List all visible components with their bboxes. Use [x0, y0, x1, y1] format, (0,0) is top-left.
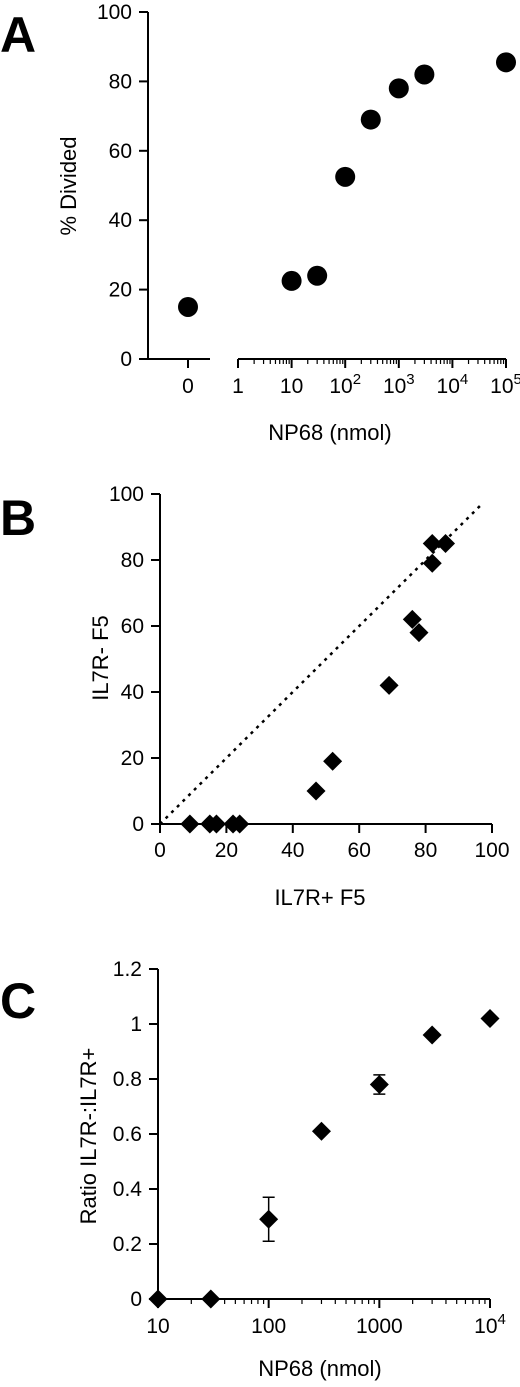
panel-a-xtick-label-2: 102 — [329, 371, 361, 398]
panel-c-xtick-label-3: 104 — [474, 1311, 506, 1338]
panel-c-ytick-label-1: 0.2 — [113, 1233, 142, 1256]
panel-a-xtick-label-4: 104 — [437, 371, 469, 398]
panel-a-ytick-label-3: 60 — [109, 140, 132, 163]
panel-a-point-6 — [414, 64, 435, 85]
panel-a: A % Divided NP68 (nmol) 0 20 40 60 80 100 0 1 10… — [0, 1, 520, 445]
panel-a-xlabel: NP68 (nmol) — [268, 420, 391, 445]
panel-b-ytick-label-3: 60 — [121, 615, 144, 638]
panel-c-point-3 — [311, 1121, 331, 1141]
panel-b-ylabel: IL7R- F5 — [88, 615, 113, 701]
panel-b-point-10 — [422, 553, 442, 573]
panel-a-xtick-label-5: 105 — [490, 371, 520, 398]
panel-c-xlabel: NP68 (nmol) — [258, 1356, 381, 1381]
panel-b-point-11 — [422, 534, 442, 553]
panel-c-point-6 — [480, 1009, 500, 1028]
panel-b-ytick-label-0: 0 — [132, 813, 144, 836]
panel-a-ytick-label-0: 0 — [120, 348, 132, 371]
panel-c-ytick-label-5: 1 — [130, 1013, 142, 1036]
panel-a-ylabel: % Divided — [56, 136, 81, 235]
panel-b-xlabel: IL7R+ F5 — [274, 885, 365, 910]
panel-a-point-4 — [360, 109, 381, 130]
panel-b-xtick-label-1: 20 — [215, 839, 238, 862]
panel-a-point-3 — [335, 166, 356, 187]
panel-b-ytick-label-5: 100 — [109, 483, 144, 506]
panel-c-ytick-label-3: 0.6 — [113, 1123, 142, 1146]
panel-a-ytick-label-1: 20 — [109, 279, 132, 302]
panel-a-ytick-label-4: 80 — [109, 70, 132, 93]
panel-a-point-7 — [496, 52, 516, 73]
panel-c-xtick-label-0: 10 — [146, 1315, 169, 1338]
panel-c-letter: C — [0, 973, 36, 1029]
panel-b-point-2 — [206, 814, 226, 834]
panel-c-point-4 — [369, 1075, 389, 1094]
panel-a-ytick-label-5: 100 — [97, 1, 132, 24]
panel-c-ytick-label-6: 1.2 — [113, 958, 142, 981]
panel-c-point-0 — [148, 1289, 168, 1309]
panel-a-point-5 — [388, 78, 409, 99]
panel-b-ytick-label-2: 40 — [121, 681, 144, 704]
panel-b-point-8 — [402, 609, 422, 629]
panel-a-point-1 — [281, 270, 302, 291]
panel-c-point-2 — [259, 1209, 279, 1229]
panel-a-point-0 — [178, 296, 198, 317]
panel-c: C Ratio IL7R-:IL7R+ NP68 (nmol) 0 0.2 0.4 0… — [0, 958, 506, 1381]
panel-b-ytick-label-4: 80 — [121, 549, 144, 572]
panel-c-xtick-label-1: 100 — [251, 1315, 286, 1338]
panel-c-ytick-label-4: 0.8 — [113, 1068, 142, 1091]
panel-b-ytick-label-1: 20 — [121, 747, 144, 770]
panel-b-point-0 — [180, 814, 200, 834]
panel-c-xtick-label-2: 1000 — [356, 1315, 403, 1338]
panel-b-point-12 — [436, 534, 456, 553]
panel-b-point-7 — [379, 675, 399, 695]
panel-b: B IL7R- F5 IL7R+ F5 0 20 40 60 80 100 0 20 40 60 8… — [0, 483, 510, 910]
panel-c-ytick-label-0: 0 — [130, 1288, 142, 1311]
panel-b-xtick-label-5: 100 — [474, 839, 509, 862]
panel-c-point-1 — [201, 1289, 221, 1309]
panel-a-xtick-label-zero: 0 — [182, 375, 194, 398]
panel-b-point-4 — [230, 814, 250, 834]
panel-c-point-5 — [422, 1025, 442, 1045]
panel-a-xtick-label-0: 1 — [232, 375, 244, 398]
panel-b-xtick-label-0: 0 — [154, 839, 166, 862]
panel-a-ytick-label-2: 40 — [109, 209, 132, 232]
panel-b-xtick-label-4: 80 — [414, 839, 437, 862]
panel-b-point-6 — [323, 751, 343, 771]
panel-a-xtick-label-3: 103 — [383, 371, 415, 398]
panel-b-xtick-label-3: 60 — [348, 839, 371, 862]
panel-a-point-2 — [307, 265, 328, 286]
panel-b-point-9 — [409, 623, 429, 643]
panel-b-identity-line — [159, 503, 483, 825]
panel-b-xtick-label-2: 40 — [281, 839, 304, 862]
panel-c-ylabel: Ratio IL7R-:IL7R+ — [76, 1048, 101, 1225]
panel-a-letter: A — [0, 7, 36, 63]
panel-a-xtick-label-1: 10 — [280, 375, 303, 398]
panel-c-ytick-label-2: 0.4 — [113, 1178, 143, 1201]
panel-b-letter: B — [0, 490, 36, 546]
panel-b-point-5 — [306, 781, 326, 801]
